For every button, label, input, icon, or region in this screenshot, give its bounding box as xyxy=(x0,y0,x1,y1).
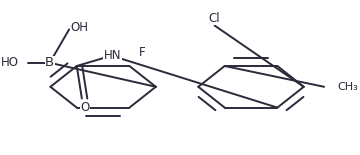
Text: Cl: Cl xyxy=(209,12,220,25)
Text: HN: HN xyxy=(104,49,121,62)
Text: B: B xyxy=(45,56,54,69)
Text: F: F xyxy=(139,46,145,59)
Text: OH: OH xyxy=(70,21,88,34)
Text: O: O xyxy=(80,101,89,114)
Text: CH₃: CH₃ xyxy=(338,82,359,92)
Text: HO: HO xyxy=(1,56,19,69)
